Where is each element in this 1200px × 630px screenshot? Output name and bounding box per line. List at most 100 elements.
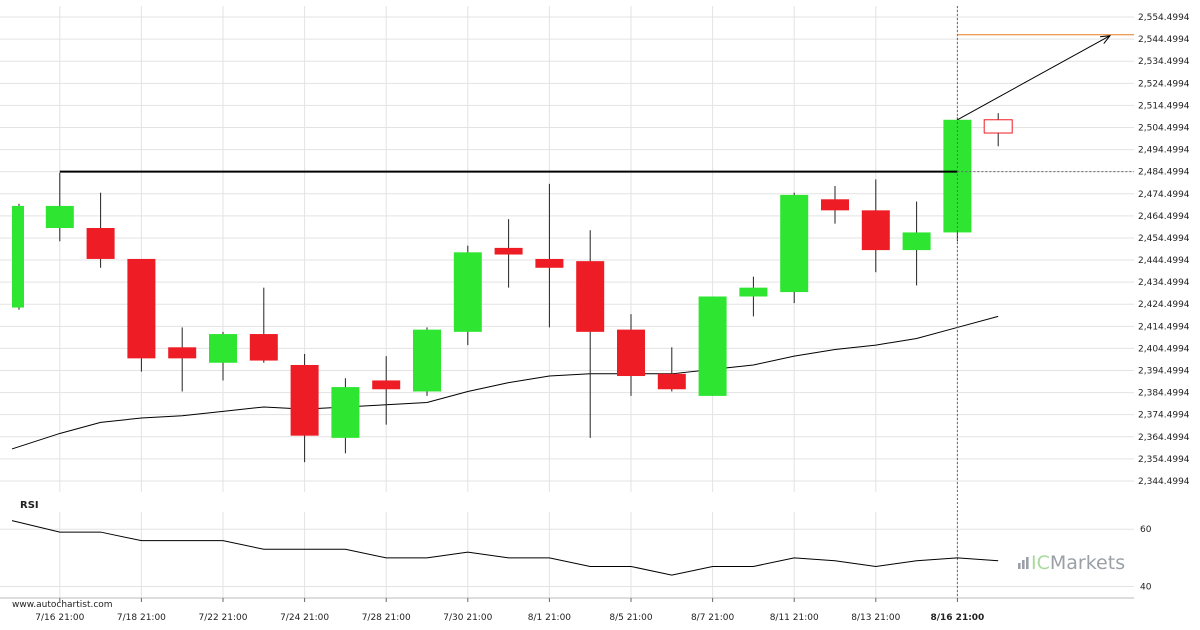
x-tick-label: 7/22 21:00 xyxy=(198,613,247,623)
candle-body xyxy=(494,247,523,255)
candle xyxy=(290,353,319,463)
y-tick-label: 2,384.4994 xyxy=(1138,389,1190,399)
price-axis: 2,554.4994 2,544.4994 2,534.4994 2,524.4994… xyxy=(1138,13,1190,487)
pattern-overlay xyxy=(59,6,1134,598)
x-tick-label: 8/7 21:00 xyxy=(691,613,735,623)
candle xyxy=(617,314,645,396)
candle xyxy=(168,327,197,392)
candle xyxy=(657,347,686,392)
candle xyxy=(372,356,401,425)
candle xyxy=(209,331,237,381)
y-tick-label: 2,554.4994 xyxy=(1138,13,1190,23)
brand-logo: ICMarkets xyxy=(1018,552,1125,574)
candle-body xyxy=(249,334,278,361)
candle xyxy=(12,203,24,310)
candle-body xyxy=(453,252,482,332)
y-tick-label: 2,484.4994 xyxy=(1138,168,1190,178)
candle-body xyxy=(86,228,115,259)
x-tick-label: 8/13 21:00 xyxy=(851,613,900,623)
y-tick-label: 2,344.4994 xyxy=(1138,477,1190,487)
y-tick-label: 2,374.4994 xyxy=(1138,411,1190,421)
forecast-arrow-head xyxy=(1100,35,1112,44)
candle-body xyxy=(535,258,564,268)
y-tick-label: 2,474.4994 xyxy=(1138,190,1190,200)
candle xyxy=(86,192,115,268)
candles xyxy=(12,113,1013,463)
candle-body xyxy=(821,199,849,211)
candle xyxy=(983,113,1013,147)
y-tick-label: 2,454.4994 xyxy=(1138,234,1190,244)
candle-body xyxy=(372,380,401,390)
x-tick-label: 8/1 21:00 xyxy=(528,613,572,623)
y-tick-label: 2,444.4994 xyxy=(1138,256,1190,266)
price-grid xyxy=(0,6,1134,492)
candle-body xyxy=(12,205,24,308)
candle-body xyxy=(902,232,931,251)
rsi-panel xyxy=(11,520,999,576)
candle xyxy=(739,276,768,317)
candle xyxy=(821,186,849,224)
candle-body xyxy=(45,205,74,229)
rsi-title: RSI xyxy=(20,500,39,511)
x-tick-label: 7/28 21:00 xyxy=(362,613,411,623)
svg-text:ICMarkets: ICMarkets xyxy=(1031,552,1125,574)
candle-body xyxy=(983,119,1013,134)
candle-body xyxy=(413,329,441,392)
y-tick-label: 2,504.4994 xyxy=(1138,124,1190,134)
candle-body xyxy=(780,194,809,293)
x-tick-label: 8/5 21:00 xyxy=(609,613,653,623)
candle xyxy=(902,201,931,286)
ma-line xyxy=(11,315,999,450)
time-axis: 7/16 21:00 7/18 21:00 7/22 21:00 7/24 21:00… xyxy=(0,597,1134,623)
x-tick-label: 7/24 21:00 xyxy=(280,613,329,623)
candle xyxy=(576,230,605,438)
rsi-tick-label: 60 xyxy=(1140,525,1152,535)
candle-body xyxy=(168,347,197,359)
rsi-line xyxy=(11,520,999,576)
candle xyxy=(861,179,890,273)
candle xyxy=(780,192,809,304)
candle xyxy=(494,219,523,288)
y-tick-label: 2,544.4994 xyxy=(1138,35,1190,45)
x-tick-label: 7/30 21:00 xyxy=(443,613,492,623)
candle-body xyxy=(861,210,890,251)
forecast-arrow-line xyxy=(957,35,1111,121)
candle xyxy=(453,245,482,346)
y-tick-label: 2,534.4994 xyxy=(1138,57,1190,67)
y-tick-label: 2,404.4994 xyxy=(1138,344,1190,354)
y-tick-label: 2,354.4994 xyxy=(1138,455,1190,465)
candle-body xyxy=(698,296,727,396)
y-tick-label: 2,434.4994 xyxy=(1138,278,1190,288)
y-tick-label: 2,494.4994 xyxy=(1138,146,1190,156)
candle-body xyxy=(617,329,645,377)
candle xyxy=(413,327,441,396)
y-tick-label: 2,514.4994 xyxy=(1138,101,1190,111)
x-tick-label: 7/16 21:00 xyxy=(35,613,84,623)
x-tick-label: 8/16 21:00 xyxy=(930,613,984,623)
y-tick-label: 2,414.4994 xyxy=(1138,322,1190,332)
candle-body xyxy=(739,287,768,297)
candle-body xyxy=(331,387,360,438)
candle-body xyxy=(576,261,605,332)
y-tick-label: 2,424.4994 xyxy=(1138,300,1190,310)
watermark: www.autochartist.com xyxy=(12,600,113,610)
candle xyxy=(535,183,564,328)
y-tick-label: 2,394.4994 xyxy=(1138,367,1190,377)
brand-markets: Markets xyxy=(1050,552,1125,574)
candle-body xyxy=(290,364,319,436)
x-tick-label: 8/11 21:00 xyxy=(770,613,819,623)
moving-average xyxy=(11,315,999,450)
x-tick-label: 7/18 21:00 xyxy=(117,613,166,623)
candle xyxy=(249,287,278,363)
candle xyxy=(45,172,74,242)
candle-body xyxy=(127,258,156,359)
rsi-axis: 60 40 xyxy=(1140,525,1152,592)
bars-logo-icon xyxy=(1018,557,1029,569)
y-tick-label: 2,524.4994 xyxy=(1138,79,1190,89)
brand-ic: IC xyxy=(1031,552,1050,574)
candle-body xyxy=(209,334,237,363)
candle xyxy=(331,378,360,454)
candle xyxy=(698,296,727,396)
candle-body xyxy=(657,373,686,390)
